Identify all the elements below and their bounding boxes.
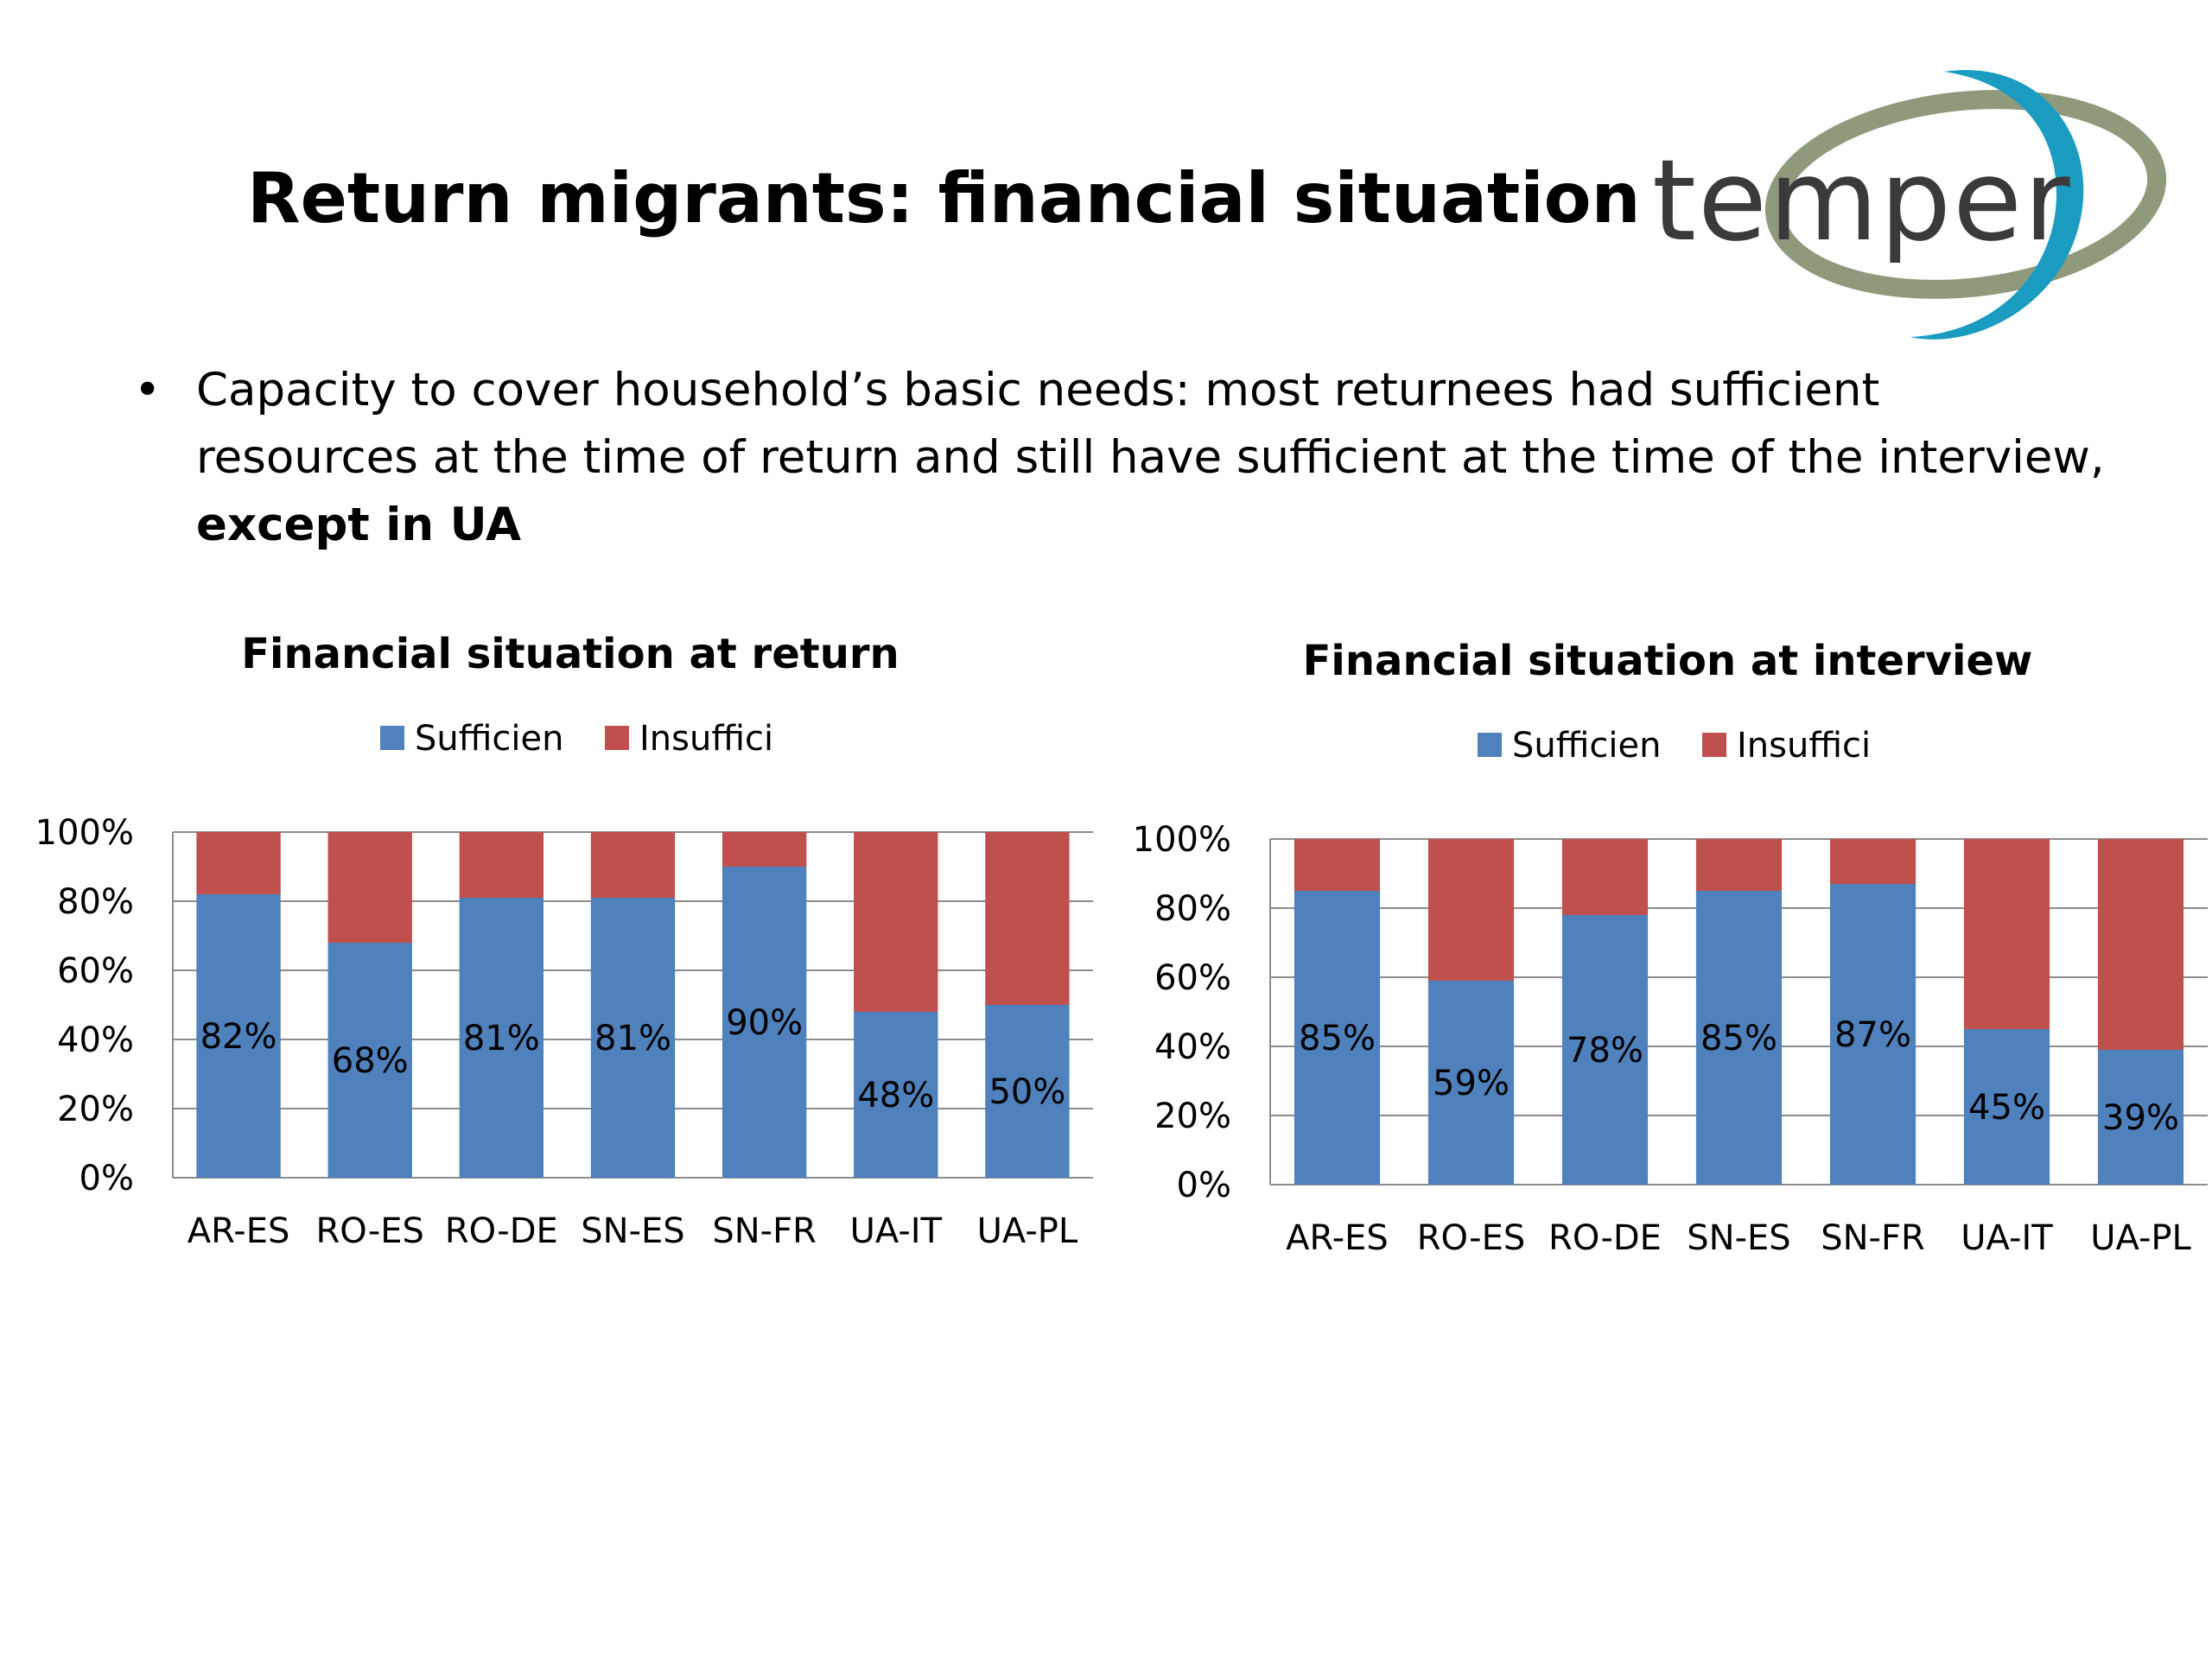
legend-swatch-1 xyxy=(605,726,629,750)
data-label: 90% xyxy=(726,1003,803,1043)
legend-label-0: Sufficien xyxy=(415,719,563,759)
y-tick-label: 80% xyxy=(57,882,134,922)
data-label: 85% xyxy=(1299,1019,1376,1058)
chart-title: Financial situation at return xyxy=(241,630,899,678)
logo-wordmark: temper xyxy=(1652,135,2072,266)
bar-sufficient-ro-es xyxy=(1427,981,1515,1185)
data-label: 59% xyxy=(1433,1064,1510,1103)
bullet-emphasis: except in UA xyxy=(196,499,521,551)
y-tick-label: 60% xyxy=(57,951,134,991)
data-label: 85% xyxy=(1700,1019,1777,1058)
x-tick-label: UA-IT xyxy=(1961,1218,2053,1258)
legend-label-1: Insuffici xyxy=(1737,726,1871,766)
bar-insufficient-ro-de xyxy=(1561,839,1649,915)
bar-sufficient-ro-es xyxy=(327,943,412,1178)
data-label: 78% xyxy=(1567,1031,1643,1071)
data-label: 48% xyxy=(857,1076,934,1116)
y-tick-label: 20% xyxy=(57,1090,134,1129)
data-label: 50% xyxy=(988,1072,1065,1112)
legend-label-1: Insuffici xyxy=(639,719,773,759)
legend-swatch-1 xyxy=(1702,733,1726,757)
bar-sufficient-sn-es xyxy=(1695,891,1783,1185)
bar-sufficient-ua-it xyxy=(854,1012,938,1178)
chart-title: Financial situation at interview xyxy=(1303,637,2033,685)
slide-title: Return migrants: financial situation xyxy=(247,158,1641,238)
data-label: 81% xyxy=(594,1019,671,1058)
data-label: 68% xyxy=(332,1041,409,1081)
bar-insufficient-sn-fr xyxy=(1829,839,1916,884)
x-tick-label: RO-ES xyxy=(1417,1218,1526,1258)
bar-sufficient-ar-es xyxy=(196,894,281,1178)
data-label: 39% xyxy=(2102,1098,2179,1138)
x-tick-label: SN-ES xyxy=(1687,1218,1790,1258)
data-label: 82% xyxy=(200,1017,277,1057)
bar-insufficient-ro-es xyxy=(327,832,412,943)
y-tick-label: 40% xyxy=(57,1020,134,1060)
data-label: 45% xyxy=(1968,1088,2045,1128)
x-tick-label: UA-IT xyxy=(850,1211,943,1251)
legend-label-0: Sufficien xyxy=(1512,726,1661,766)
x-tick-label: RO-DE xyxy=(1548,1218,1662,1258)
bar-insufficient-sn-fr xyxy=(721,832,807,867)
y-tick-label: 0% xyxy=(1177,1166,1231,1205)
x-tick-label: SN-FR xyxy=(1821,1218,1925,1258)
bullet-text: Capacity to cover household’s basic need… xyxy=(196,364,2105,484)
x-tick-label: RO-ES xyxy=(315,1211,424,1251)
data-label: 81% xyxy=(463,1019,540,1058)
bar-sufficient-sn-fr xyxy=(1829,884,1916,1185)
x-tick-label: RO-DE xyxy=(445,1211,558,1251)
temper-logo: temper xyxy=(1652,70,2167,340)
bullet-item: Capacity to cover household’s basic need… xyxy=(196,357,2114,559)
bar-sufficient-sn-fr xyxy=(721,867,807,1178)
bar-insufficient-ar-es xyxy=(196,832,281,894)
y-tick-label: 40% xyxy=(1154,1027,1231,1067)
bar-insufficient-ua-it xyxy=(1963,839,2050,1029)
logo-ring-olive xyxy=(1764,90,2167,299)
bar-insufficient-ro-es xyxy=(1427,839,1515,981)
y-tick-label: 60% xyxy=(1154,958,1231,998)
x-tick-label: UA-PL xyxy=(2090,1218,2191,1258)
bar-sufficient-ua-it xyxy=(1963,1029,2050,1185)
bullet-dot: • xyxy=(134,364,162,416)
chart-financial-interview: Financial situation at interview Sufficie… xyxy=(1133,637,2208,1258)
x-tick-label: SN-ES xyxy=(581,1211,684,1251)
bar-insufficient-ua-pl xyxy=(2097,839,2184,1050)
bar-insufficient-sn-es xyxy=(1695,839,1783,891)
bar-sufficient-sn-es xyxy=(590,898,676,1178)
y-tick-label: 0% xyxy=(79,1159,134,1198)
x-tick-label: AR-ES xyxy=(188,1211,290,1251)
bar-insufficient-ro-de xyxy=(459,832,544,898)
bar-insufficient-ar-es xyxy=(1294,839,1381,891)
x-tick-label: AR-ES xyxy=(1286,1218,1389,1258)
bar-sufficient-ar-es xyxy=(1294,891,1381,1185)
bar-sufficient-ua-pl xyxy=(985,1005,1070,1178)
y-tick-label: 100% xyxy=(1133,820,1231,860)
y-tick-label: 20% xyxy=(1154,1096,1231,1136)
bar-insufficient-ua-it xyxy=(854,832,938,1012)
bar-insufficient-sn-es xyxy=(590,832,676,898)
bar-sufficient-ro-de xyxy=(459,898,544,1178)
bar-sufficient-ua-pl xyxy=(2097,1050,2184,1185)
x-tick-label: SN-FR xyxy=(712,1211,817,1251)
legend-swatch-0 xyxy=(380,726,404,750)
logo-ring-teal xyxy=(1910,70,2084,340)
y-tick-label: 80% xyxy=(1154,889,1231,929)
y-tick-label: 100% xyxy=(35,813,134,853)
legend-swatch-0 xyxy=(1478,733,1502,757)
bar-insufficient-ua-pl xyxy=(985,832,1070,1005)
x-tick-label: UA-PL xyxy=(977,1211,1078,1251)
chart-financial-return: Financial situation at return Sufficien In… xyxy=(35,630,1093,1251)
bar-sufficient-ro-de xyxy=(1561,915,1649,1185)
data-label: 87% xyxy=(1834,1015,1911,1055)
